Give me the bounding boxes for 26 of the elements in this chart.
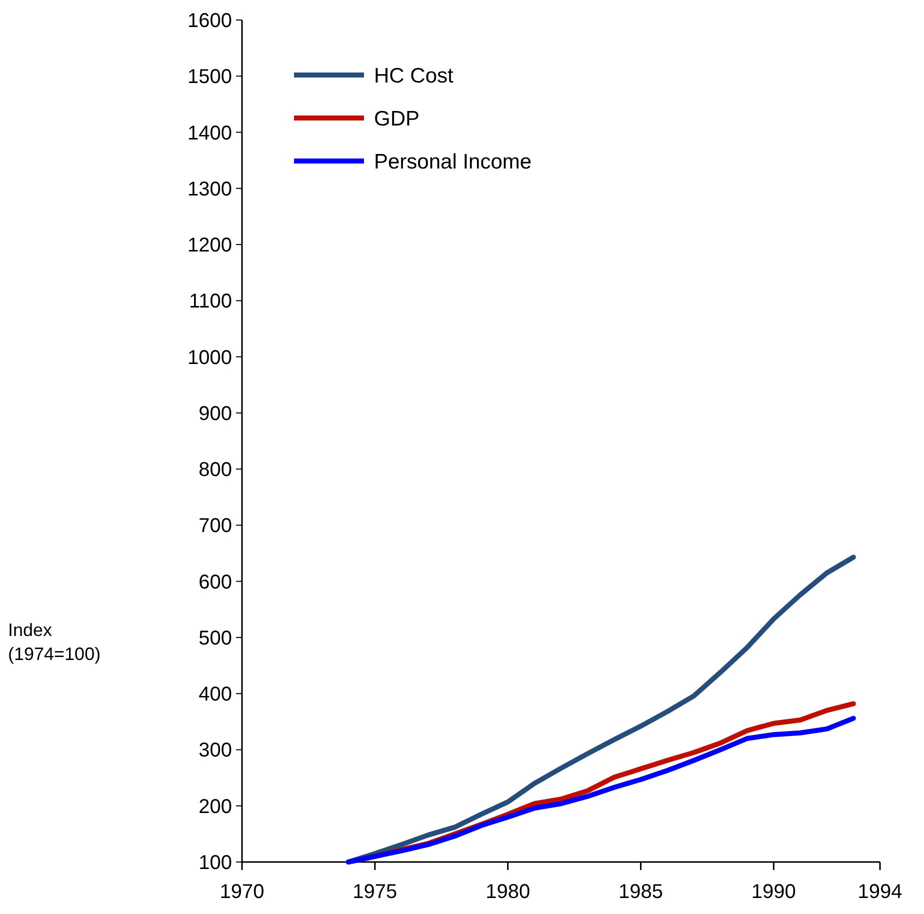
y-tick-label: 300 [198,740,232,762]
y-tick-label: 600 [198,571,232,594]
text: Index (1974=100) [8,620,101,664]
y-tick-label: 1600 [188,10,232,32]
y-tick-label: 1300 [188,178,232,200]
y-tick-label: 400 [198,684,232,706]
x-tick-label: 1980 [486,881,530,903]
y-tick-label: 900 [198,402,232,425]
y-tick-label: 1000 [188,346,232,369]
y-tick-label: 1500 [188,66,232,88]
y-tick-label: 1400 [188,122,232,144]
legend-label: GDP [374,107,420,130]
x-tick-label: 1990 [751,881,796,903]
x-tick-label: 1985 [618,881,663,903]
x-tick-label: 1994 [858,881,902,903]
y-tick-label: 1100 [188,290,232,313]
legend-label: Personal Income [374,150,532,174]
x-tick-label: 1975 [352,881,398,903]
x-tick-label: 1970 [220,881,264,903]
y-tick-label: 800 [198,459,232,482]
y-tick-label: 100 [198,852,232,874]
y-tick-label: 1200 [188,234,232,257]
y-tick-label: 700 [198,515,232,538]
y-tick-label: 200 [198,796,232,818]
legend-label: HC Cost [374,64,454,88]
y-tick-label: 500 [198,627,232,650]
